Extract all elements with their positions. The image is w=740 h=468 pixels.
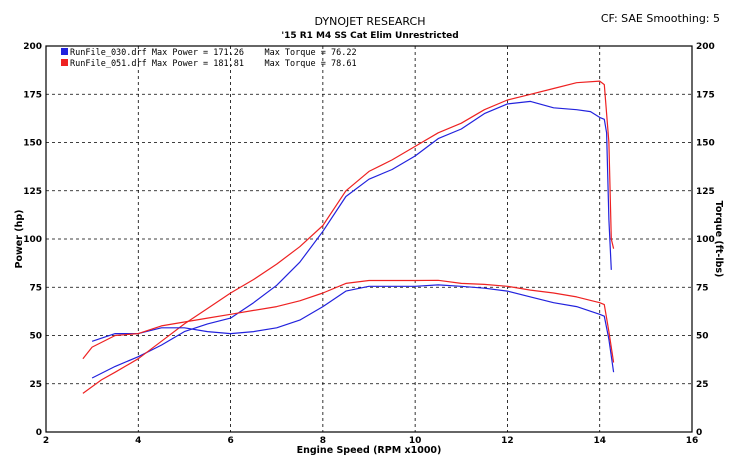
- y-tick-label-right: 100: [696, 235, 715, 245]
- y-axis-label-right: Torque (ft-lbs): [713, 201, 724, 278]
- y-tick-label-left: 0: [36, 428, 42, 438]
- y-tick-label-left: 125: [23, 187, 42, 197]
- y-tick-label-left: 150: [23, 139, 42, 149]
- grid: [46, 46, 692, 432]
- legend-entry-051: RunFile_051.drf Max Power = 181.81 Max T…: [70, 59, 357, 69]
- x-tick-label: 4: [135, 436, 141, 446]
- y-tick-label-right: 150: [696, 139, 715, 149]
- legend: RunFile_030.drf Max Power = 171.26 Max T…: [61, 48, 357, 69]
- y-tick-label-right: 175: [696, 90, 715, 100]
- series-line-runfile-051-drf-torque: [82, 279, 615, 363]
- series-line-runfile-030-drf-torque: [91, 284, 615, 373]
- series-line-runfile-030-drf-power: [91, 100, 612, 379]
- x-axis-label: Engine Speed (RPM x1000): [297, 445, 442, 456]
- y-tick-label-left: 50: [29, 332, 42, 342]
- legend-swatch-030: [61, 48, 68, 55]
- x-tick-label: 12: [501, 436, 514, 446]
- x-tick-label: 2: [43, 436, 49, 446]
- x-axis-ticks: 2 4 6 8 10 12 14 16: [43, 436, 698, 446]
- left-axis-ticks: 0 25 50 75 100 125 150 175 200: [23, 42, 42, 438]
- x-tick-label: 8: [320, 436, 326, 446]
- x-tick-label: 14: [593, 436, 606, 446]
- y-tick-label-left: 25: [29, 380, 42, 390]
- y-tick-label-left: 100: [23, 235, 42, 245]
- y-tick-label-right: 0: [696, 428, 702, 438]
- y-tick-label-left: 75: [29, 283, 42, 293]
- x-tick-label: 16: [686, 436, 699, 446]
- chart-title: DYNOJET RESEARCH: [315, 15, 426, 28]
- right-axis-ticks: 0 25 50 75 100 125 150 175 200: [696, 42, 715, 438]
- y-tick-label-left: 200: [23, 42, 42, 52]
- series-lines: [82, 80, 615, 394]
- legend-swatch-051: [61, 59, 68, 66]
- y-tick-label-right: 75: [696, 283, 709, 293]
- y-tick-label-right: 200: [696, 42, 715, 52]
- x-tick-label: 10: [409, 436, 422, 446]
- legend-entry-030: RunFile_030.drf Max Power = 171.26 Max T…: [70, 48, 357, 58]
- chart-subtitle: '15 R1 M4 SS Cat Elim Unrestricted: [281, 31, 458, 41]
- y-tick-label-right: 50: [696, 332, 709, 342]
- y-tick-label-right: 125: [696, 187, 715, 197]
- series-line-runfile-051-drf-power: [82, 80, 615, 394]
- y-tick-label-right: 25: [696, 380, 709, 390]
- settings-readout: CF: SAE Smoothing: 5: [601, 12, 720, 25]
- x-tick-label: 6: [227, 436, 233, 446]
- y-axis-label-left: Power (hp): [14, 210, 25, 269]
- plot-frame: [45, 45, 693, 433]
- y-tick-label-left: 175: [23, 90, 42, 100]
